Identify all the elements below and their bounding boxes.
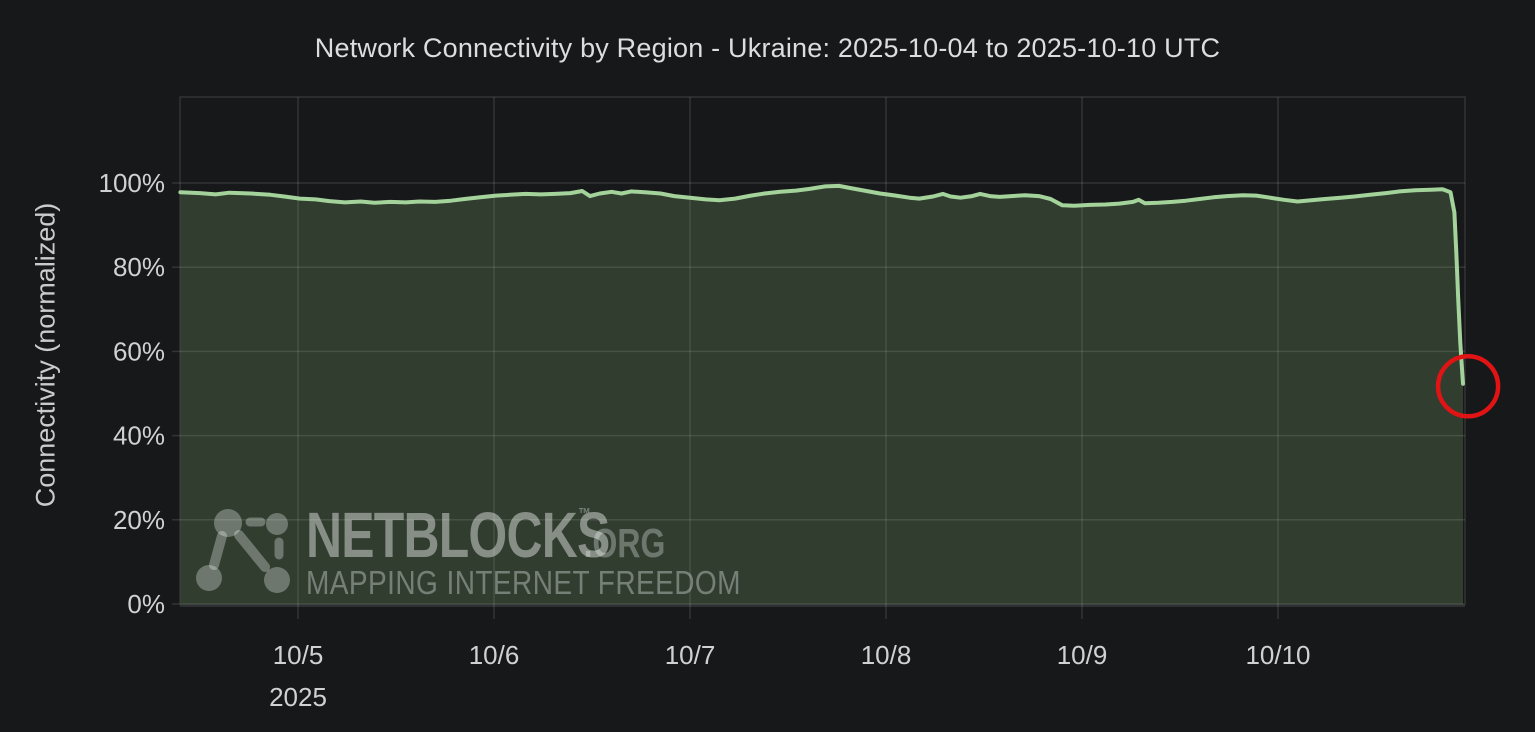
drop-highlight-circle	[1435, 354, 1501, 419]
y-tick-label: 40%	[113, 421, 165, 451]
logo-node	[196, 565, 222, 591]
netblocks-brand-text: NETBLOCKS	[306, 500, 610, 571]
logo-node	[264, 567, 290, 593]
netblocks-tm-mark: ™	[578, 506, 590, 524]
netblocks-org-text: .ORG	[584, 520, 666, 566]
x-tick-label: 10/7	[665, 640, 716, 670]
x-tick-label: 10/5	[273, 640, 324, 670]
x-tick-label: 10/6	[469, 640, 520, 670]
logo-node	[266, 513, 288, 535]
y-tick-label: 20%	[113, 505, 165, 535]
netblocks-logo-icon	[196, 509, 290, 593]
series-area-fill	[180, 185, 1463, 604]
x-tick-label: 10/10	[1245, 640, 1310, 670]
netblocks-watermark: NETBLOCKS ™ .ORG MAPPING INTERNET FREEDO…	[196, 500, 741, 602]
logo-link-segment	[234, 530, 270, 572]
chart-title: Network Connectivity by Region - Ukraine…	[314, 33, 1221, 63]
grid-and-area-layer	[179, 96, 1466, 605]
logo-link-segment	[209, 531, 227, 570]
x-tick-label: 10/8	[861, 640, 912, 670]
line-and-labels-layer: 10/5 2025 10/6 10/7 10/8 10/9 10/10 0% 20% 40% 60%…	[99, 168, 1501, 712]
logo-node	[214, 509, 242, 537]
netblocks-tagline-text: MAPPING INTERNET FREEDOM	[306, 565, 741, 602]
series-line	[178, 183, 1465, 386]
y-tick-label: 100%	[99, 168, 166, 198]
y-tick-label: 0%	[127, 589, 165, 619]
plot-border	[179, 96, 1466, 605]
y-tick-label: 80%	[113, 252, 165, 282]
x-tick-year-label: 2025	[269, 682, 327, 712]
x-tick-label: 10/9	[1057, 640, 1108, 670]
y-tick-label: 60%	[113, 336, 165, 366]
